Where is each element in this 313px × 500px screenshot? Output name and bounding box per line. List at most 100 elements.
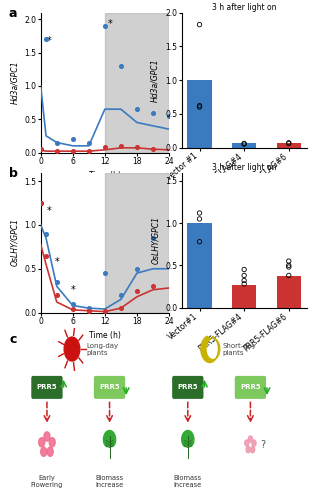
Point [242, 140, 247, 147]
Text: *: * [46, 36, 51, 46]
Point [151, 282, 156, 290]
Circle shape [246, 446, 250, 452]
FancyBboxPatch shape [172, 376, 203, 399]
Polygon shape [201, 336, 220, 362]
Point [118, 142, 123, 150]
Circle shape [44, 432, 50, 441]
Point [44, 35, 49, 43]
Circle shape [248, 436, 253, 442]
Text: PRR5: PRR5 [99, 384, 120, 390]
Point [102, 143, 107, 151]
Point [70, 147, 75, 155]
Point [242, 272, 247, 280]
Circle shape [245, 440, 249, 446]
Text: ?: ? [260, 440, 265, 450]
Point [102, 306, 107, 315]
Point [197, 238, 202, 246]
X-axis label: Time (h): Time (h) [89, 331, 121, 340]
Circle shape [41, 447, 47, 456]
Y-axis label: OsLHY/GPC1: OsLHY/GPC1 [10, 218, 19, 266]
Point [242, 266, 247, 274]
Point [70, 300, 75, 308]
Polygon shape [104, 430, 115, 446]
Text: c: c [9, 332, 17, 345]
Point [102, 269, 107, 277]
Text: *: * [70, 285, 75, 295]
Circle shape [64, 337, 80, 361]
Circle shape [251, 446, 255, 452]
Circle shape [47, 447, 53, 456]
Text: b: b [9, 167, 18, 180]
Point [135, 143, 140, 151]
Point [242, 280, 247, 288]
Point [54, 147, 59, 155]
Y-axis label: Hd3a/GPC1: Hd3a/GPC1 [151, 58, 160, 102]
Point [102, 22, 107, 30]
FancyBboxPatch shape [235, 376, 266, 399]
Circle shape [252, 440, 256, 446]
Point [151, 234, 156, 242]
Point [86, 138, 91, 146]
Point [54, 138, 59, 146]
Text: Biomass
Increase: Biomass Increase [174, 475, 202, 488]
Point [197, 209, 202, 217]
Text: PRR5: PRR5 [37, 384, 57, 390]
Bar [187, 80, 212, 148]
Point [38, 145, 43, 153]
Bar [232, 144, 256, 148]
Text: Early
Flowering: Early Flowering [31, 475, 63, 488]
Polygon shape [182, 430, 194, 446]
Point [70, 305, 75, 313]
Bar [276, 143, 301, 148]
Point [286, 262, 291, 270]
Bar [276, 276, 301, 308]
Point [38, 199, 43, 207]
Text: *: * [54, 257, 59, 267]
X-axis label: Time (h): Time (h) [89, 171, 121, 180]
Text: Biomass
Increase: Biomass Increase [95, 475, 124, 488]
Point [286, 263, 291, 271]
Point [70, 135, 75, 143]
Point [197, 215, 202, 223]
Point [197, 20, 202, 28]
Point [118, 291, 123, 299]
Text: PRR5: PRR5 [177, 384, 198, 390]
Bar [232, 284, 256, 308]
Point [118, 62, 123, 70]
FancyBboxPatch shape [94, 376, 125, 399]
Point [167, 112, 172, 120]
Point [44, 230, 49, 238]
Point [286, 272, 291, 280]
Point [86, 304, 91, 312]
Point [118, 304, 123, 312]
Point [286, 139, 291, 147]
Bar [105, 172, 169, 312]
Point [197, 102, 202, 110]
Point [242, 140, 247, 148]
Point [197, 103, 202, 111]
Point [38, 199, 43, 207]
Bar [187, 223, 212, 308]
Title: 3 h after light on: 3 h after light on [212, 2, 276, 12]
Y-axis label: OsLHY/GPC1: OsLHY/GPC1 [151, 216, 160, 264]
Point [44, 252, 49, 260]
Point [135, 286, 140, 294]
Text: *: * [108, 19, 113, 29]
Point [135, 105, 140, 113]
Y-axis label: Hd3a/GPC1: Hd3a/GPC1 [10, 60, 19, 104]
Circle shape [49, 438, 55, 447]
Text: Short-day
plants: Short-day plants [222, 342, 256, 355]
Point [286, 257, 291, 265]
Text: Long-day
plants: Long-day plants [86, 342, 118, 355]
Point [151, 145, 156, 153]
Circle shape [39, 438, 45, 447]
Point [135, 265, 140, 273]
Point [54, 291, 59, 299]
Point [54, 278, 59, 286]
FancyBboxPatch shape [31, 376, 63, 399]
Title: 3 h after light on: 3 h after light on [212, 162, 276, 172]
Point [86, 306, 91, 315]
Text: a: a [9, 7, 17, 20]
Bar [105, 12, 169, 152]
Point [86, 147, 91, 155]
